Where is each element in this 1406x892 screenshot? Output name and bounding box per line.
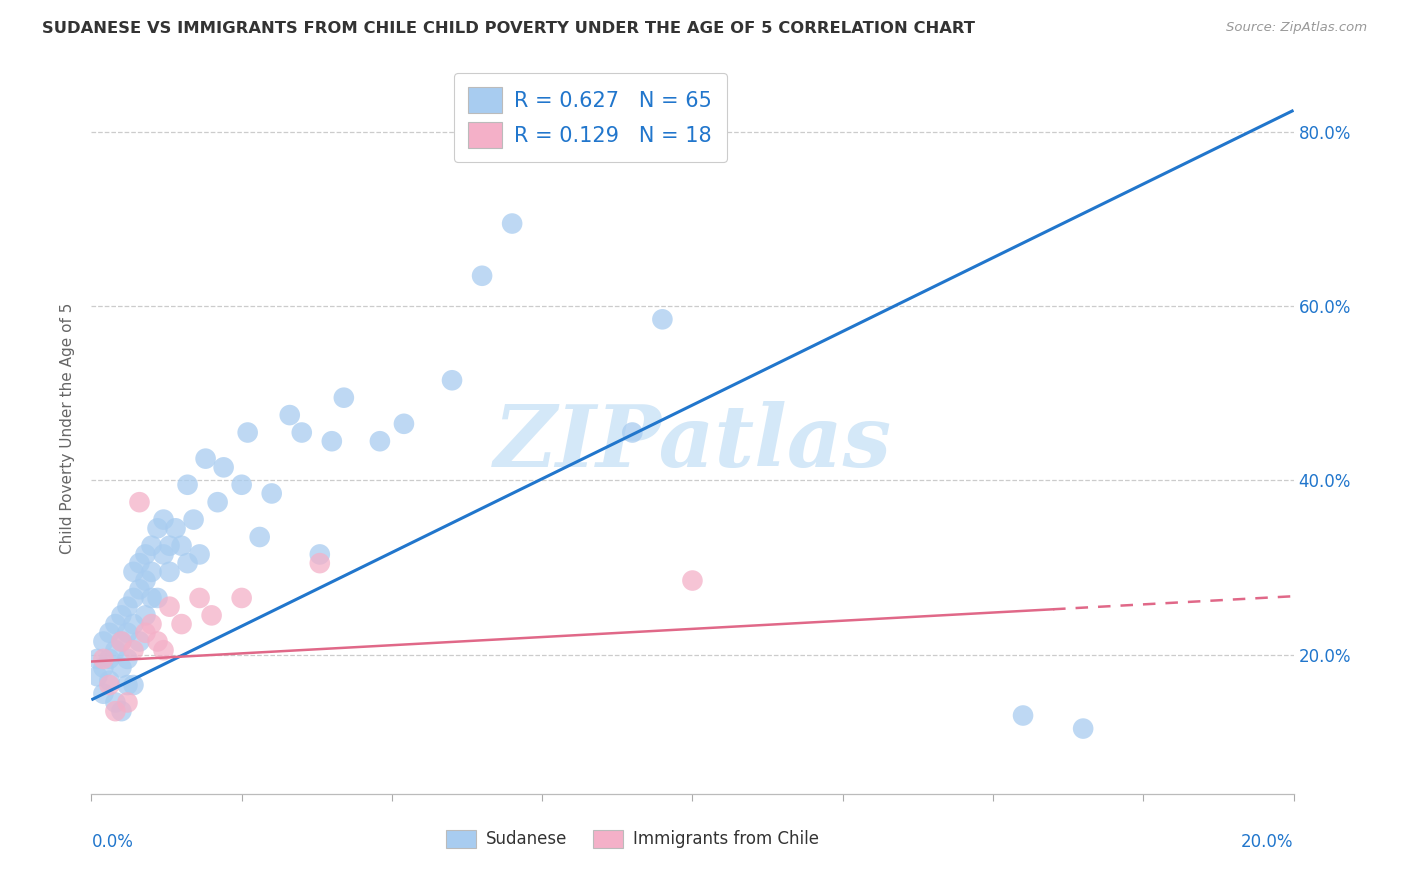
Point	[146, 521, 169, 535]
Point	[98, 625, 121, 640]
Point	[141, 565, 163, 579]
Point	[122, 591, 145, 605]
Point	[128, 495, 150, 509]
Point	[212, 460, 235, 475]
Point	[146, 591, 169, 605]
Point	[152, 548, 174, 562]
Point	[183, 512, 205, 526]
Point	[110, 634, 132, 648]
Point	[231, 477, 253, 491]
Point	[194, 451, 217, 466]
Text: 20.0%: 20.0%	[1241, 833, 1294, 851]
Point	[98, 652, 121, 666]
Point	[159, 565, 181, 579]
Point	[93, 634, 115, 648]
Point	[86, 652, 108, 666]
Point	[651, 312, 673, 326]
Point	[134, 574, 156, 588]
Point	[201, 608, 224, 623]
Text: 0.0%: 0.0%	[91, 833, 134, 851]
Point	[321, 434, 343, 449]
Point	[104, 617, 127, 632]
Point	[98, 678, 121, 692]
Y-axis label: Child Poverty Under the Age of 5: Child Poverty Under the Age of 5	[59, 302, 75, 554]
Point	[501, 217, 523, 231]
Point	[110, 608, 132, 623]
Point	[104, 643, 127, 657]
Point	[231, 591, 253, 605]
Point	[681, 574, 703, 588]
Point	[141, 591, 163, 605]
Point	[392, 417, 415, 431]
Point	[152, 643, 174, 657]
Point	[146, 634, 169, 648]
Point	[117, 625, 139, 640]
Point	[176, 556, 198, 570]
Point	[122, 643, 145, 657]
Point	[333, 391, 356, 405]
Point	[93, 660, 115, 674]
Point	[1012, 708, 1035, 723]
Text: Source: ZipAtlas.com: Source: ZipAtlas.com	[1226, 21, 1367, 34]
Point	[141, 539, 163, 553]
Point	[170, 539, 193, 553]
Point	[188, 591, 211, 605]
Point	[308, 556, 330, 570]
Point	[117, 599, 139, 614]
Point	[249, 530, 271, 544]
Point	[170, 617, 193, 632]
Point	[104, 696, 127, 710]
Point	[110, 660, 132, 674]
Point	[188, 548, 211, 562]
Point	[128, 634, 150, 648]
Point	[159, 539, 181, 553]
Point	[176, 477, 198, 491]
Point	[152, 512, 174, 526]
Point	[207, 495, 229, 509]
Point	[260, 486, 283, 500]
Point	[368, 434, 391, 449]
Point	[86, 669, 108, 683]
Point	[117, 652, 139, 666]
Point	[236, 425, 259, 440]
Point	[440, 373, 463, 387]
Point	[117, 678, 139, 692]
Text: ZIPatlas: ZIPatlas	[494, 401, 891, 484]
Point	[1071, 722, 1094, 736]
Point	[128, 582, 150, 597]
Point	[117, 696, 139, 710]
Point	[134, 608, 156, 623]
Point	[128, 556, 150, 570]
Point	[621, 425, 644, 440]
Point	[93, 652, 115, 666]
Point	[122, 617, 145, 632]
Point	[291, 425, 314, 440]
Legend: Sudanese, Immigrants from Chile: Sudanese, Immigrants from Chile	[440, 823, 825, 855]
Point	[122, 678, 145, 692]
Point	[141, 617, 163, 632]
Point	[93, 687, 115, 701]
Point	[134, 625, 156, 640]
Point	[165, 521, 187, 535]
Point	[471, 268, 494, 283]
Point	[134, 548, 156, 562]
Point	[110, 704, 132, 718]
Point	[110, 634, 132, 648]
Point	[122, 565, 145, 579]
Point	[308, 548, 330, 562]
Point	[159, 599, 181, 614]
Point	[98, 673, 121, 688]
Text: SUDANESE VS IMMIGRANTS FROM CHILE CHILD POVERTY UNDER THE AGE OF 5 CORRELATION C: SUDANESE VS IMMIGRANTS FROM CHILE CHILD …	[42, 21, 976, 36]
Point	[104, 704, 127, 718]
Point	[278, 408, 301, 422]
